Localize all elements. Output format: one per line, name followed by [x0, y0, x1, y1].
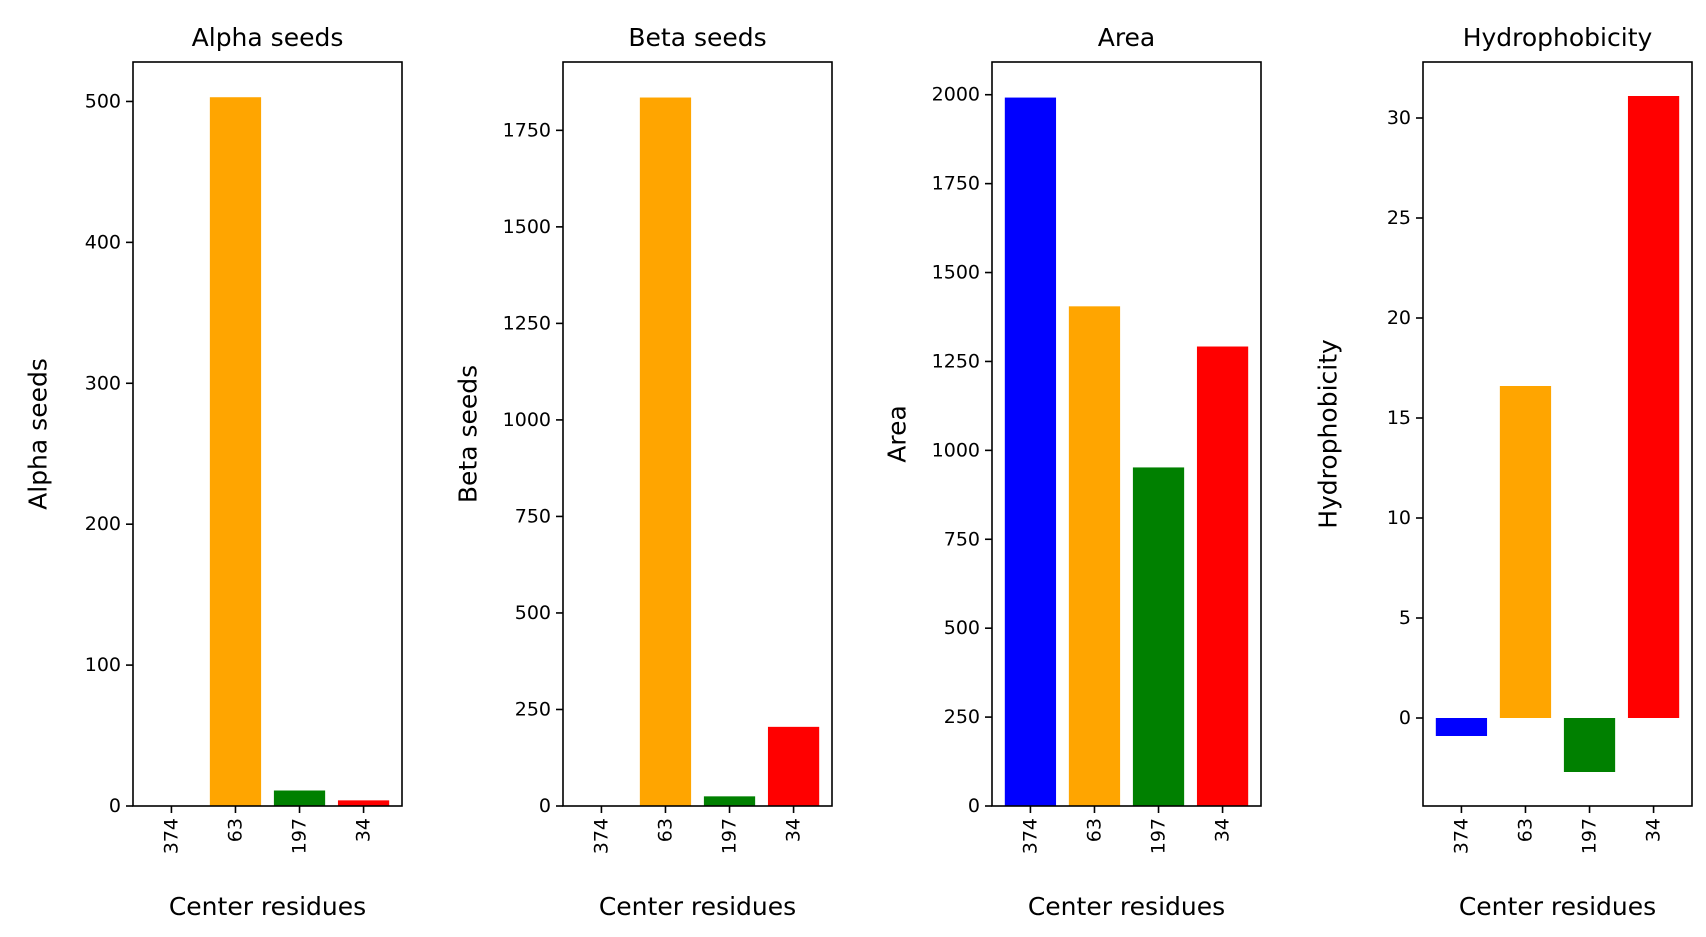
x-tick-label: 197: [1579, 818, 1601, 854]
x-tick-label: 63: [1083, 818, 1105, 842]
y-tick-label: 30: [1387, 107, 1411, 129]
chart-title: Beta seeds: [628, 23, 766, 52]
y-tick-label: 200: [85, 513, 121, 535]
x-axis-label: Center residues: [169, 892, 366, 921]
x-tick-label: 34: [1212, 818, 1234, 842]
bar-197: [1563, 718, 1616, 772]
bar-63: [209, 97, 262, 806]
y-axis-label: Alpha seeds: [24, 358, 53, 510]
plot-frame: [1422, 61, 1693, 807]
bar-374: [1435, 718, 1488, 736]
y-tick-label: 1750: [932, 173, 980, 195]
y-axis-label: Beta seeds: [454, 365, 483, 503]
y-tick-label: 750: [515, 505, 551, 527]
bar-34: [767, 726, 820, 806]
bar-34: [1627, 96, 1680, 718]
y-tick-label: 1750: [503, 119, 551, 141]
bar-63: [639, 97, 692, 806]
bar-197: [273, 790, 326, 806]
x-axis-label: Center residues: [599, 892, 796, 921]
chart-title: Alpha seeds: [192, 23, 344, 52]
y-tick-label: 250: [515, 698, 551, 720]
x-tick-label: 197: [1148, 818, 1170, 854]
y-tick-label: 400: [85, 231, 121, 253]
y-tick-label: 0: [539, 795, 551, 817]
y-tick-label: 100: [85, 654, 121, 676]
y-tick-label: 500: [85, 90, 121, 112]
x-tick-label: 197: [289, 818, 311, 854]
x-tick-label: 34: [1643, 818, 1665, 842]
y-tick-label: 0: [968, 795, 980, 817]
x-tick-label: 374: [1450, 818, 1472, 854]
y-tick-label: 500: [515, 602, 551, 624]
x-tick-label: 63: [224, 818, 246, 842]
x-tick-label: 374: [1019, 818, 1041, 854]
chart-panel-4: 0 5 10 15 20 25 30 374 63 197 34 Hydrophobicity Cent…: [1314, 23, 1693, 921]
y-tick-label: 250: [944, 706, 980, 728]
bar-197: [1132, 467, 1185, 806]
y-tick-label: 10: [1387, 507, 1411, 529]
chart-title: Area: [1098, 23, 1156, 52]
y-tick-label: 1250: [503, 312, 551, 334]
plot-frame: [132, 61, 403, 807]
bar-197: [703, 796, 756, 806]
y-tick-label: 300: [85, 372, 121, 394]
y-axis-label: Hydrophobicity: [1314, 339, 1343, 529]
bar-63: [1068, 306, 1121, 806]
bar-34: [337, 800, 390, 806]
y-tick-label: 500: [944, 617, 980, 639]
y-tick-label: 5: [1399, 607, 1411, 629]
y-tick-label: 750: [944, 528, 980, 550]
y-tick-label: 1000: [932, 439, 980, 461]
chart-title: Hydrophobicity: [1463, 23, 1653, 52]
y-tick-label: 1500: [503, 216, 551, 238]
y-axis-label: Area: [883, 405, 912, 463]
x-tick-label: 34: [783, 818, 805, 842]
y-tick-label: 1500: [932, 262, 980, 284]
x-axis-label: Center residues: [1028, 892, 1225, 921]
y-tick-label: 1000: [503, 409, 551, 431]
y-tick-label: 1250: [932, 350, 980, 372]
y-tick-label: 20: [1387, 307, 1411, 329]
x-tick-label: 63: [654, 818, 676, 842]
bar-34: [1196, 346, 1249, 806]
y-tick-label: 0: [1399, 707, 1411, 729]
x-tick-label: 374: [590, 818, 612, 854]
y-tick-label: 15: [1387, 407, 1411, 429]
plot-frame: [562, 61, 833, 807]
chart-panel-1: 0 100 200 300 400 500 374 63 197 34 Alpha seeds Cen…: [24, 23, 403, 921]
x-tick-label: 374: [160, 818, 182, 854]
y-tick-label: 0: [109, 795, 121, 817]
x-tick-label: 34: [353, 818, 375, 842]
chart-panel-3: 0 250 500 750 1000 1250 1500 1750 2000 374 63 197 34…: [883, 23, 1262, 921]
x-tick-label: 197: [719, 818, 741, 854]
x-axis-label: Center residues: [1459, 892, 1656, 921]
y-tick-label: 2000: [932, 84, 980, 106]
y-tick-label: 25: [1387, 207, 1411, 229]
x-tick-label: 63: [1514, 818, 1536, 842]
bar-374: [1004, 97, 1057, 806]
chart-panel-2: 0 250 500 750 1000 1250 1500 1750 374 63 197 34 Beta…: [454, 23, 833, 921]
bar-63: [1499, 386, 1552, 718]
plot-frame: [991, 61, 1262, 807]
